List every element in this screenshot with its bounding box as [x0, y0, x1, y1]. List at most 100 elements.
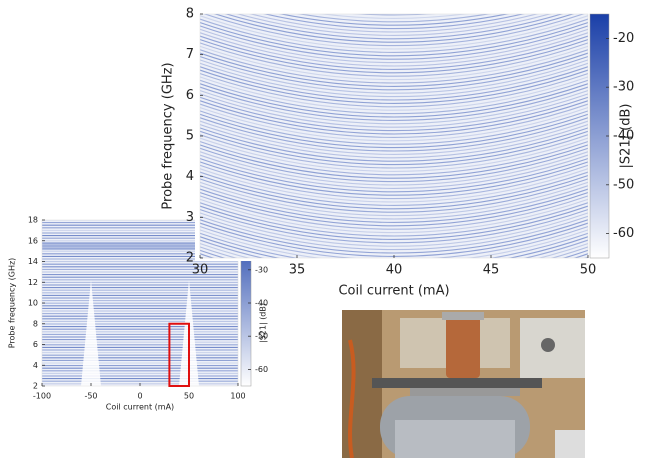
photo: [342, 310, 585, 458]
gap: [81, 280, 101, 386]
fringe: [200, 151, 588, 186]
x-tick-label: 0: [137, 392, 142, 401]
x-tick-label: 45: [483, 263, 500, 278]
fringe: [200, 103, 588, 138]
fringe: [200, 113, 588, 149]
x-axis-label: Coil current (mA): [338, 284, 449, 299]
heatmap: [200, 14, 588, 258]
colorbar-label: |S21| (dB): [259, 303, 268, 343]
fringe: [200, 28, 588, 64]
fringe: [200, 15, 588, 50]
x-tick-label: 50: [580, 263, 597, 278]
fringe: [200, 144, 588, 179]
fringe: [200, 59, 588, 94]
fringe: [200, 69, 588, 104]
y-tick-label: 10: [28, 299, 38, 308]
fringe: [200, 225, 588, 258]
y-tick-label: 2: [186, 251, 194, 266]
fringe: [200, 168, 588, 203]
band: [42, 242, 238, 250]
fringe: [200, 208, 588, 244]
fringe: [200, 45, 588, 81]
fringe: [200, 147, 588, 183]
fringe: [200, 72, 588, 108]
fringe: [200, 110, 588, 145]
y-tick-label: 4: [186, 169, 194, 184]
colorbar-tick-label: -50: [613, 177, 634, 192]
fringe: [200, 198, 588, 234]
fringe: [200, 127, 588, 162]
fringe: [213, 14, 575, 43]
fringe: [200, 35, 588, 70]
colorbar-tick-label: -60: [255, 365, 268, 374]
fringe: [200, 83, 588, 118]
x-tick-label: 100: [230, 392, 245, 401]
fringe: [200, 79, 588, 115]
x-tick-label: -100: [33, 392, 51, 401]
fringe: [200, 202, 588, 237]
y-tick-label: 4: [33, 361, 38, 370]
zoom-region: [168, 322, 190, 387]
fringe: [200, 134, 588, 169]
colorbar-tick-label: -20: [613, 31, 634, 46]
y-tick-label: 2: [33, 382, 38, 391]
fringe: [200, 32, 588, 67]
fringe: [200, 154, 588, 189]
fringe: [200, 137, 588, 172]
fringe: [200, 191, 588, 227]
fringe: [200, 25, 588, 60]
y-tick-label: 7: [186, 47, 194, 62]
fringe: [203, 14, 585, 47]
colorbar-tick-label: -30: [613, 80, 634, 95]
colorbar-label: |S21| (dB): [619, 104, 634, 169]
y-tick-label: 3: [186, 210, 194, 225]
fringe: [200, 66, 588, 101]
x-tick-label: 40: [386, 263, 403, 278]
y-tick-label: 6: [33, 340, 38, 349]
fringe: [200, 76, 588, 111]
fringe: [200, 106, 588, 142]
x-tick-label: -50: [84, 392, 97, 401]
colorbar-tick-label: -40: [255, 299, 268, 308]
fringe: [279, 14, 509, 26]
fringe: [200, 100, 588, 135]
fringe: [249, 14, 539, 33]
fringe: [200, 117, 588, 152]
y-axis-label: Probe frequency (GHz): [161, 62, 176, 209]
y-tick-label: 8: [186, 7, 194, 22]
fringe: [200, 18, 588, 53]
fringe: [200, 232, 588, 258]
fringe: [200, 195, 588, 230]
fringe: [200, 205, 588, 240]
colorbar-tick-label: -30: [255, 265, 268, 274]
fringe: [200, 62, 588, 98]
fringe: [200, 96, 588, 132]
x-tick-label: 30: [192, 263, 209, 278]
x-tick-label: 50: [184, 392, 194, 401]
fringe: [200, 185, 588, 220]
fringe: [224, 14, 564, 40]
fringe: [200, 38, 588, 74]
fringe: [200, 55, 588, 91]
x-axis-label: Coil current (mA): [106, 403, 174, 412]
fringe: [200, 86, 588, 121]
fringe: [200, 21, 588, 57]
fringe: [200, 164, 588, 200]
x-tick-label: 35: [289, 263, 306, 278]
fringe: [200, 123, 588, 159]
fringe: [200, 161, 588, 196]
fringe: [200, 42, 588, 77]
heatmap-background: [200, 14, 588, 258]
colorbar-tick-label: -50: [255, 332, 268, 341]
y-axis-label: Probe frequency (GHz): [8, 258, 17, 349]
y-tick-label: 12: [28, 278, 38, 287]
fringe: [263, 14, 525, 30]
y-tick-label: 8: [33, 319, 38, 328]
fringe: [200, 49, 588, 84]
fringe: [200, 174, 588, 210]
fringe: [200, 89, 588, 125]
fringe: [200, 212, 588, 247]
colorbar-tick-label: -40: [613, 129, 634, 144]
